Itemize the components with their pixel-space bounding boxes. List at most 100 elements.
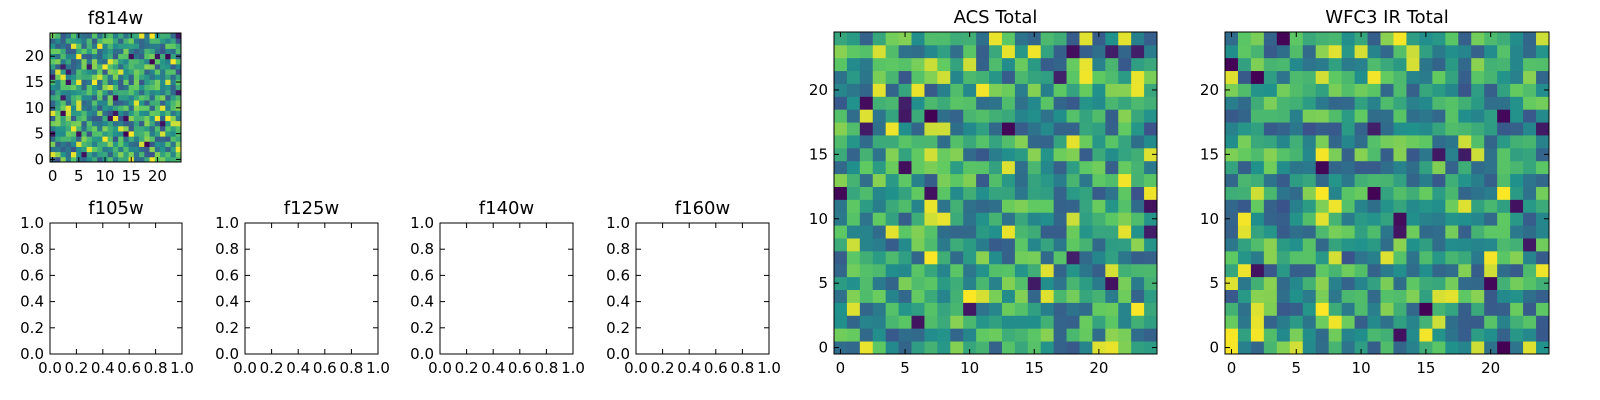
heatmap-cell — [1014, 147, 1029, 162]
heatmap-cell — [107, 136, 114, 142]
heatmap-cell — [50, 58, 56, 65]
heatmap-cell — [1289, 250, 1304, 265]
heatmap-cells — [50, 33, 182, 163]
heatmap-cell — [1341, 263, 1355, 278]
heatmap-cell — [170, 84, 177, 91]
heatmap-cell — [898, 83, 912, 97]
heatmap-cell — [1079, 250, 1093, 265]
heatmap-cell — [1536, 289, 1550, 303]
heatmap-cell — [1053, 186, 1067, 200]
heatmap-cell — [149, 156, 156, 163]
heatmap-cell — [1289, 328, 1304, 342]
heatmap-cell — [139, 53, 145, 60]
heatmap-cell — [1225, 83, 1239, 97]
heatmap-cell — [81, 63, 88, 70]
heatmap-cell — [1105, 315, 1119, 329]
heatmap-cell — [1406, 302, 1420, 316]
heatmap-cell — [989, 83, 1003, 97]
heatmap-cell — [1053, 341, 1067, 355]
heatmap-cell — [898, 135, 912, 149]
heatmap-cell — [1315, 263, 1330, 278]
heatmap-cell — [1250, 96, 1265, 110]
heatmap-cell — [1341, 212, 1355, 226]
y-tick-label: 5 — [818, 274, 828, 292]
heatmap-cell — [1105, 225, 1119, 239]
heatmap-cell — [1144, 315, 1158, 329]
heatmap-cell — [1445, 135, 1459, 149]
heatmap-cell — [1276, 289, 1291, 303]
heatmap-cell — [911, 315, 925, 329]
heatmap-cell — [133, 120, 140, 127]
heatmap-cell — [872, 238, 887, 252]
heatmap-cell — [60, 48, 67, 55]
heatmap-cell — [1484, 83, 1498, 97]
heatmap-cell — [1302, 173, 1317, 187]
heatmap-cell — [60, 115, 67, 122]
heatmap-cell — [950, 199, 964, 213]
heatmap-cell — [1510, 341, 1524, 355]
heatmap-cell — [102, 94, 109, 101]
heatmap-cell — [149, 94, 156, 101]
heatmap-cell — [1092, 328, 1106, 342]
heatmap-cell — [872, 199, 887, 213]
heatmap-cell — [885, 135, 899, 149]
heatmap-cell — [950, 263, 964, 278]
heatmap-cell — [144, 100, 150, 106]
heatmap-cell — [1328, 328, 1343, 342]
heatmap-cell — [1053, 289, 1067, 303]
heatmap-cell — [91, 58, 98, 65]
heatmap-cell — [112, 74, 119, 80]
heatmap-cell — [1484, 173, 1498, 187]
heatmap-cell — [149, 69, 156, 75]
heatmap-cell — [91, 120, 98, 127]
heatmap-cell — [872, 263, 887, 278]
heatmap-cell — [144, 53, 150, 60]
heatmap-cell — [144, 94, 150, 101]
heatmap-cell — [1105, 341, 1119, 355]
heatmap-cell — [165, 58, 171, 65]
heatmap-cell — [91, 38, 98, 44]
y-tick-label: 0.4 — [606, 293, 630, 311]
heatmap-cell — [86, 151, 93, 158]
heatmap-cell — [872, 109, 887, 123]
heatmap-cell — [1066, 70, 1080, 84]
heatmap-cell — [70, 63, 77, 70]
heatmap-cell — [846, 225, 861, 239]
heatmap-cell — [1237, 225, 1252, 239]
heatmap-cell — [976, 57, 990, 72]
x-tick-label: 1.0 — [561, 359, 585, 377]
heatmap-cell — [1354, 199, 1368, 213]
heatmap-cell — [112, 156, 119, 163]
heatmap-cell — [175, 125, 182, 132]
heatmap-cell — [1092, 341, 1106, 355]
heatmap-cell — [55, 38, 61, 44]
heatmap-cell — [1419, 263, 1433, 278]
heatmap-cell — [107, 79, 114, 85]
heatmap-cell — [976, 225, 990, 239]
heatmap-cell — [128, 43, 135, 49]
heatmap-cell — [1419, 238, 1433, 252]
heatmap-cell — [1354, 276, 1368, 290]
heatmap-cell — [1079, 109, 1093, 123]
heatmap-cell — [1432, 341, 1446, 355]
heatmap-cell — [50, 43, 56, 49]
heatmap-cell — [133, 125, 140, 132]
heatmap-cell — [1380, 212, 1394, 226]
heatmap-cell — [50, 146, 56, 153]
heatmap-cell — [1027, 238, 1042, 252]
heatmap-cell — [144, 58, 150, 65]
heatmap-cell — [118, 58, 124, 65]
heatmap-cell — [1497, 341, 1511, 355]
heatmap-cell — [1289, 147, 1304, 162]
heatmap-cell — [1406, 83, 1420, 97]
heatmap-cell — [55, 89, 61, 96]
heatmap-cell — [885, 250, 899, 265]
heatmap-cell — [1302, 44, 1317, 59]
heatmap-cell — [885, 238, 899, 252]
heatmap-cell — [1225, 173, 1239, 187]
heatmap-cell — [1432, 315, 1446, 329]
heatmap-cell — [76, 69, 82, 75]
heatmap-cell — [60, 84, 67, 91]
heatmap-cell — [1066, 289, 1080, 303]
